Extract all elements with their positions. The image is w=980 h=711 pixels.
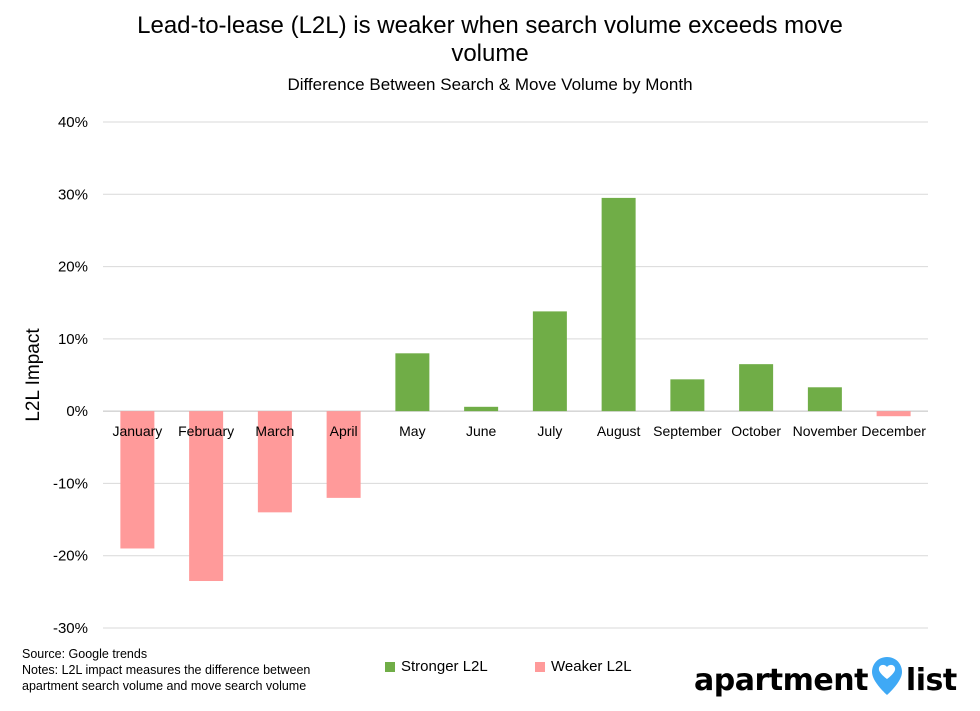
bar <box>808 387 842 411</box>
bar <box>739 364 773 411</box>
x-tick-label: July <box>537 423 562 439</box>
x-tick-label: April <box>330 423 358 439</box>
legend-stronger: Stronger L2L <box>385 658 488 675</box>
x-tick-label: October <box>731 423 781 439</box>
source-note: Source: Google trends <box>22 646 147 662</box>
logo-text-apartment: apartment <box>694 663 868 698</box>
y-tick-label: 40% <box>58 114 88 131</box>
y-tick-label: -10% <box>53 475 88 492</box>
y-tick-label: 10% <box>58 331 88 348</box>
x-tick-label: June <box>466 423 497 439</box>
bar <box>877 411 911 416</box>
legend-stronger-label: Stronger L2L <box>401 658 488 675</box>
x-tick-label: January <box>112 423 162 439</box>
notes-line1: Notes: L2L impact measures the differenc… <box>22 662 310 678</box>
y-tick-label: -20% <box>53 548 88 565</box>
apartment-list-logo: apartment list <box>694 658 957 702</box>
bar <box>602 198 636 411</box>
y-tick-label: 0% <box>66 403 88 420</box>
gridlines <box>103 122 928 628</box>
y-tick-label: 20% <box>58 259 88 276</box>
x-tick-label: February <box>178 423 234 439</box>
bars <box>120 198 910 581</box>
x-tick-label: December <box>861 423 926 439</box>
x-tick-label: May <box>399 423 425 439</box>
map-pin-icon <box>870 655 904 705</box>
logo-text-list: list <box>906 663 957 698</box>
x-tick-label: November <box>793 423 858 439</box>
bar <box>670 379 704 411</box>
x-tick-label: September <box>653 423 722 439</box>
bar <box>395 353 429 411</box>
y-tick-label: -30% <box>53 620 88 637</box>
x-tick-label: March <box>255 423 294 439</box>
bar-chart: 40% 30% 20% 10% 0% -10% -20% -30% January Februa… <box>0 0 980 650</box>
y-tick-label: 30% <box>58 186 88 203</box>
legend-weaker-label: Weaker L2L <box>551 658 632 675</box>
bar <box>533 311 567 411</box>
x-tick-labels: January February March April May June July Augu… <box>112 423 926 439</box>
notes-line2: apartment search volume and move search … <box>22 678 306 694</box>
legend-weaker: Weaker L2L <box>535 658 632 675</box>
y-tick-labels: 40% 30% 20% 10% 0% -10% -20% -30% <box>53 114 88 637</box>
bar <box>464 407 498 411</box>
legend-stronger-swatch <box>385 662 395 672</box>
legend-weaker-swatch <box>535 662 545 672</box>
x-tick-label: August <box>597 423 641 439</box>
y-axis-label: L2L Impact <box>23 328 44 422</box>
